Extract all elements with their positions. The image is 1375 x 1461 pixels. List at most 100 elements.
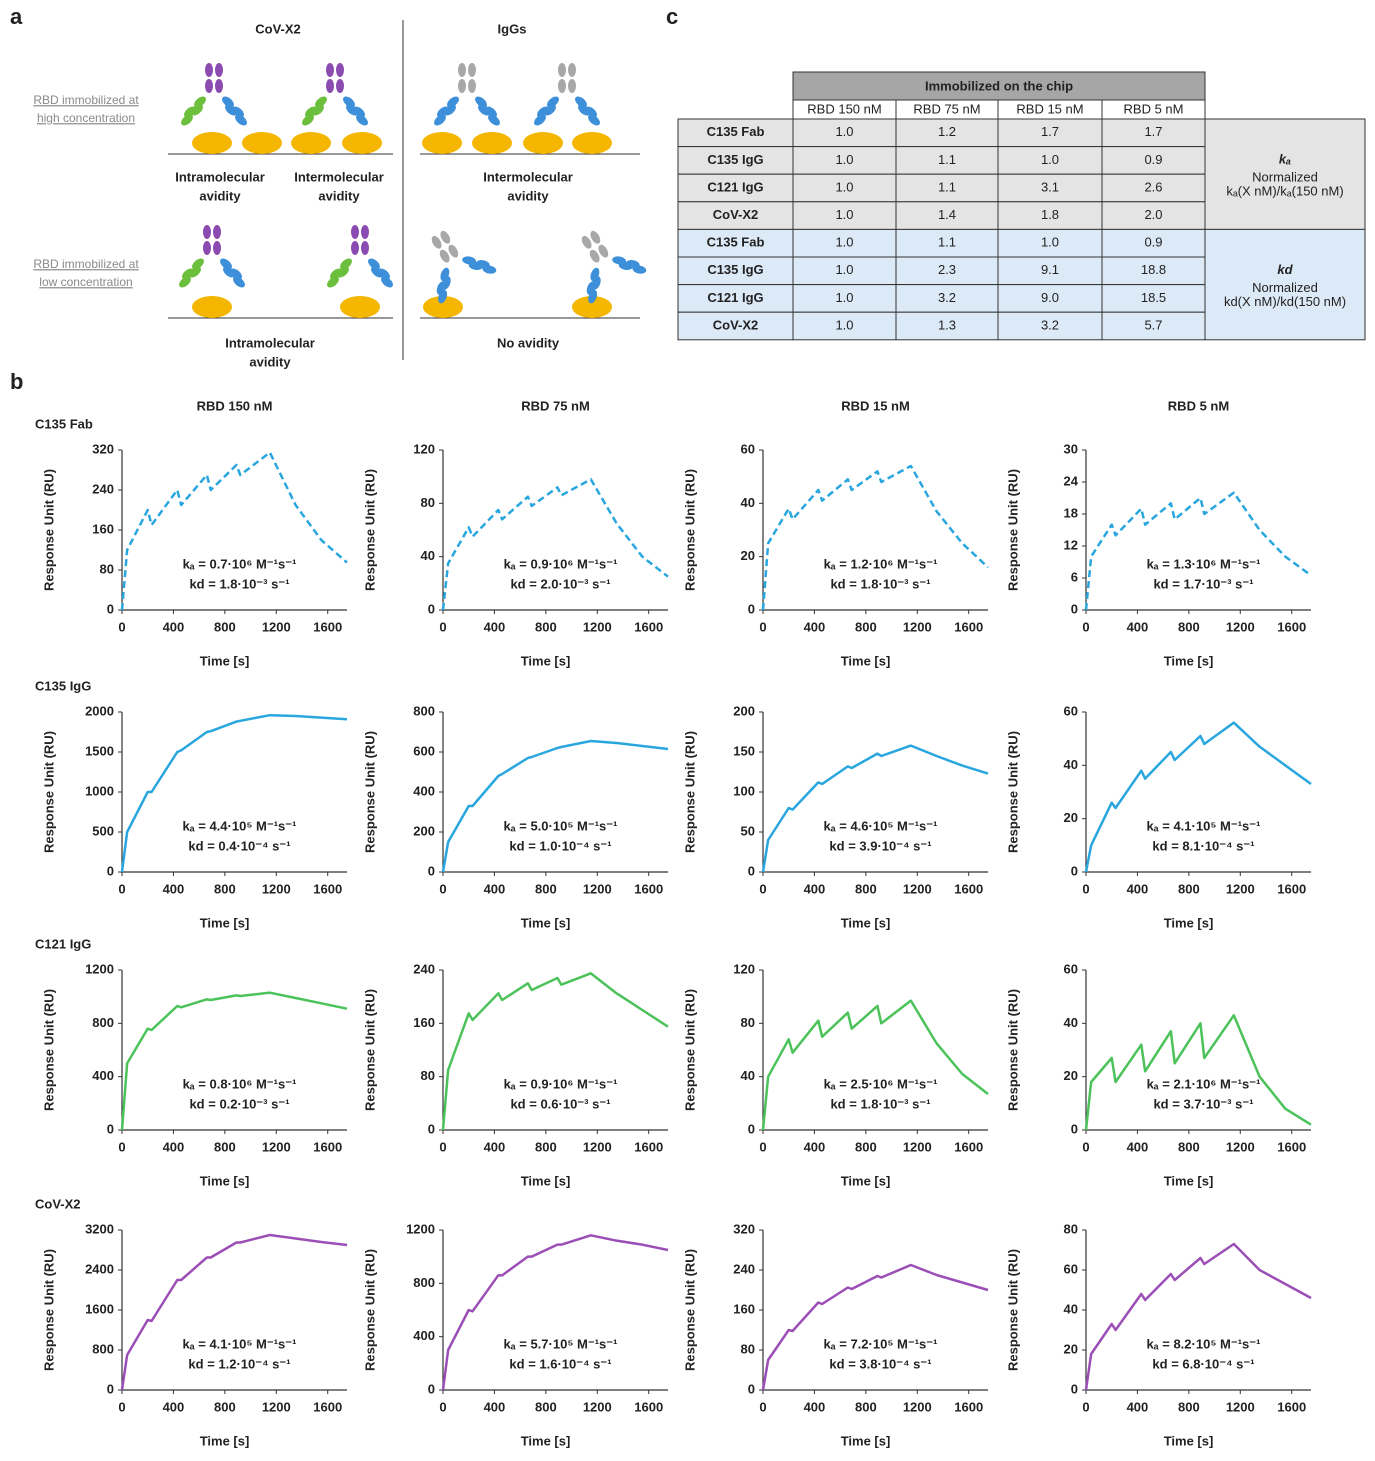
rate-constant: kd = 2.0·10⁻³ s⁻¹ [510, 577, 610, 592]
y-tick-label: 120 [733, 961, 755, 976]
column-title: CoV-X2 [255, 21, 301, 36]
x-tick-label: 1200 [903, 1399, 932, 1414]
y-tick-label: 160 [733, 1301, 755, 1316]
x-axis-label: Time [s] [200, 1433, 250, 1448]
panel-label: a [10, 4, 23, 29]
table-value: 1.0 [835, 124, 853, 139]
y-tick-label: 800 [413, 1275, 435, 1290]
y-axis-label: Response Unit (RU) [362, 731, 377, 853]
table-header-text: Immobilized on the chip [925, 78, 1073, 93]
caption: Intramolecular [225, 335, 315, 350]
rate-constant: kₐ = 0.9·10⁶ M⁻¹s⁻¹ [504, 1077, 618, 1092]
x-tick-label: 800 [1178, 1399, 1200, 1414]
y-tick-label: 320 [92, 441, 114, 456]
y-tick-label: 0 [748, 1121, 755, 1136]
y-tick-label: 20 [1064, 810, 1078, 825]
y-tick-label: 600 [413, 743, 435, 758]
y-tick-label: 0 [1071, 863, 1078, 878]
rate-constant: kd = 1.8·10⁻³ s⁻¹ [830, 577, 930, 592]
y-tick-label: 80 [741, 1341, 755, 1356]
x-axis-label: Time [s] [841, 1433, 891, 1448]
table-value: 0.9 [1144, 152, 1162, 167]
group-symbol: kₐ [1279, 152, 1291, 167]
x-axis-label: Time [s] [200, 653, 250, 668]
caption: No avidity [497, 335, 560, 350]
row-label: high concentration [37, 111, 135, 125]
table-value: 1.0 [1041, 152, 1059, 167]
y-tick-label: 0 [748, 601, 755, 616]
table-value: 1.1 [938, 152, 956, 167]
y-tick-label: 400 [413, 1328, 435, 1343]
row-header: C135 IgG [707, 152, 763, 167]
rate-constant: kd = 1.2·10⁻⁴ s⁻¹ [188, 1357, 290, 1372]
y-tick-label: 80 [1064, 1221, 1078, 1236]
x-tick-label: 1600 [313, 1139, 342, 1154]
y-tick-label: 60 [741, 441, 755, 456]
rate-constant: kₐ = 8.2·10⁵ M⁻¹s⁻¹ [1147, 1337, 1261, 1352]
rate-constant: kₐ = 2.1·10⁶ M⁻¹s⁻¹ [1147, 1077, 1261, 1092]
y-tick-label: 200 [733, 703, 755, 718]
y-tick-label: 1000 [85, 783, 114, 798]
y-tick-label: 1200 [406, 1221, 435, 1236]
row-header: C135 IgG [707, 262, 763, 277]
x-tick-label: 1600 [1277, 1399, 1306, 1414]
x-axis-label: Time [s] [521, 915, 571, 930]
x-tick-label: 0 [1082, 619, 1089, 634]
column-title: IgGs [498, 21, 527, 36]
x-tick-label: 1200 [262, 619, 291, 634]
x-tick-label: 800 [535, 619, 557, 634]
group-note: Normalized [1252, 280, 1318, 295]
x-tick-label: 800 [535, 881, 557, 896]
x-axis-label: Time [s] [521, 1433, 571, 1448]
row-header: CoV-X2 [713, 207, 759, 222]
rate-constant: kd = 3.9·10⁻⁴ s⁻¹ [829, 839, 931, 854]
panel-a: a CoV-X2 IgGs RBD immobilized at high co… [10, 4, 650, 370]
table-value: 5.7 [1144, 317, 1162, 332]
x-tick-label: 0 [439, 1399, 446, 1414]
x-tick-label: 0 [118, 1139, 125, 1154]
x-tick-label: 1600 [313, 1399, 342, 1414]
x-tick-label: 1200 [1226, 881, 1255, 896]
table-value: 1.0 [835, 235, 853, 250]
x-tick-label: 1200 [583, 1139, 612, 1154]
rate-constant: kd = 1.6·10⁻⁴ s⁻¹ [509, 1357, 611, 1372]
y-tick-label: 40 [1064, 757, 1078, 772]
response-curve [1086, 493, 1311, 610]
y-axis-label: Response Unit (RU) [1005, 989, 1020, 1111]
y-tick-label: 160 [413, 1015, 435, 1030]
row-label: RBD immobilized at [33, 93, 139, 107]
table-value: 3.2 [1041, 317, 1059, 332]
table-value: 18.5 [1141, 290, 1166, 305]
y-tick-label: 0 [428, 1121, 435, 1136]
panel-b: b [10, 369, 23, 394]
y-tick-label: 0 [107, 863, 114, 878]
y-tick-label: 0 [428, 863, 435, 878]
x-axis-label: Time [s] [1164, 653, 1214, 668]
row-header: C135 Fab [707, 124, 765, 139]
rate-constant: kd = 0.4·10⁻⁴ s⁻¹ [188, 839, 290, 854]
x-tick-label: 400 [804, 881, 826, 896]
table-value: 1.1 [938, 235, 956, 250]
y-tick-label: 20 [741, 548, 755, 563]
row-label: RBD immobilized at [33, 257, 139, 271]
y-tick-label: 40 [421, 548, 435, 563]
rate-constant: kd = 1.8·10⁻³ s⁻¹ [830, 1097, 930, 1112]
y-tick-label: 20 [1064, 1068, 1078, 1083]
x-tick-label: 1600 [1277, 619, 1306, 634]
caption: Intramolecular [175, 169, 265, 184]
y-tick-label: 0 [1071, 1121, 1078, 1136]
x-tick-label: 400 [163, 1139, 185, 1154]
x-tick-label: 400 [484, 1139, 506, 1154]
response-curve [1086, 1015, 1311, 1130]
rate-constant: kd = 1.7·10⁻³ s⁻¹ [1153, 577, 1253, 592]
y-axis-label: Response Unit (RU) [41, 1249, 56, 1371]
group-note: Normalized [1252, 170, 1318, 185]
y-tick-label: 400 [413, 783, 435, 798]
x-tick-label: 0 [759, 1399, 766, 1414]
x-tick-label: 400 [1127, 1139, 1149, 1154]
y-tick-label: 0 [1071, 1381, 1078, 1396]
y-tick-label: 40 [1064, 1301, 1078, 1316]
table-value: 1.7 [1144, 124, 1162, 139]
table-value: 1.0 [835, 207, 853, 222]
y-tick-label: 40 [1064, 1015, 1078, 1030]
